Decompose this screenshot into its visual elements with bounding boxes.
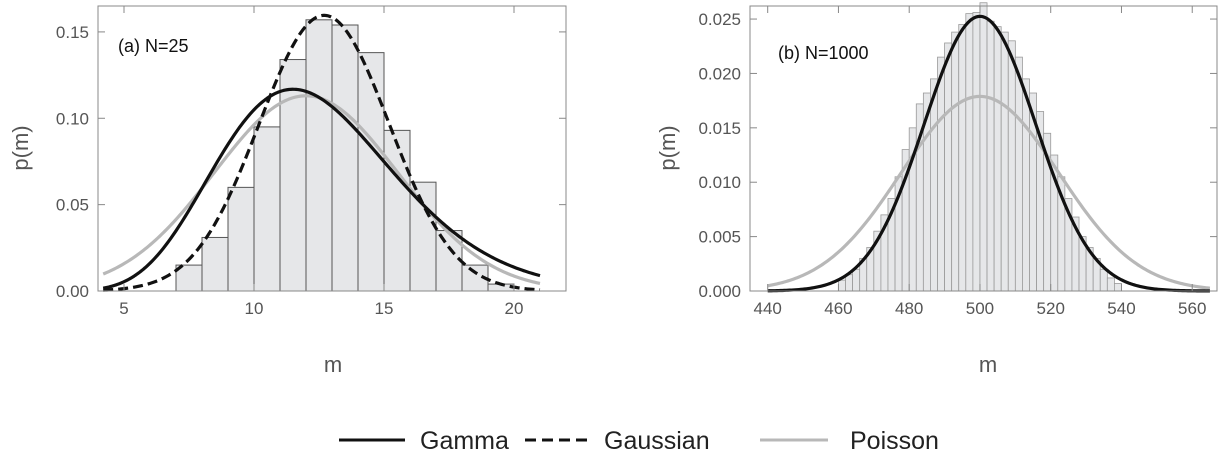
panel-a-hist-bar (202, 237, 228, 291)
panel-b-hist-bar (1107, 278, 1114, 291)
panel-a-y-axis-title: p(m) (8, 125, 33, 170)
panel-b-y-tick-label: 0.005 (698, 228, 741, 247)
panel-a-x-tick-label: 5 (119, 299, 128, 318)
panel-a-x-tick-label: 20 (505, 299, 524, 318)
panel-b-hist-bar (853, 269, 860, 291)
panel-b-x-tick-label: 540 (1107, 299, 1135, 318)
panel-b-hist-bar (938, 57, 945, 291)
panel-a-y-tick-label: 0.10 (56, 109, 89, 128)
panel-b-hist-bar (1114, 283, 1121, 291)
panel-b-annotation: (b) N=1000 (778, 43, 869, 63)
panel-b-y-tick-label: 0.025 (698, 10, 741, 29)
panel-a-hist-bar (384, 130, 410, 291)
panel-b-hist-bar (959, 24, 966, 291)
panel-b-hist-bar (846, 275, 853, 291)
panel-a-annotation: (a) N=25 (118, 36, 189, 56)
panel-a-x-tick-label: 10 (245, 299, 264, 318)
panel-b-x-tick-label: 440 (754, 299, 782, 318)
panel-a-hist-bar (306, 20, 332, 291)
panel-b-x-tick-label: 560 (1178, 299, 1206, 318)
panel-b-y-axis-title: p(m) (655, 125, 680, 170)
panel-a-hist-bar (280, 60, 306, 291)
panel-b-x-tick-label: 480 (895, 299, 923, 318)
panel-a: 5 10 15 20 0.00 0.05 0.10 0.15 p(m) m (a) N=25 (8, 6, 566, 377)
panel-b-hist-bar (966, 14, 973, 291)
panel-b-hist-bar (1022, 79, 1029, 291)
panel-a-y-tick-label: 0.00 (56, 282, 89, 301)
panel-a-hist-bar (358, 53, 384, 291)
panel-a-y-tick-label: 0.05 (56, 196, 89, 215)
panel-a-x-axis-title: m (324, 352, 342, 377)
panel-a-x-tick-label: 15 (375, 299, 394, 318)
panel-a-hist-bar (332, 25, 358, 291)
panel-a-hist-bar (254, 127, 280, 291)
panel-b-hist-bar (980, 3, 987, 291)
panel-b-hist-bar (930, 79, 937, 291)
panel-b-hist-bar (838, 280, 845, 291)
panel-b-y-tick-label: 0.020 (698, 64, 741, 83)
panel-b-plot: 440 460 480 500 520 540 560 0.000 0.005 0.010 0.01… (698, 3, 1217, 318)
panel-b-hist-bar (952, 32, 959, 291)
panel-b-x-tick-label: 520 (1037, 299, 1065, 318)
legend-gaussian-label: Gaussian (604, 427, 710, 455)
panel-b-x-axis-title: m (979, 352, 997, 377)
panel-a-hist-bar (410, 182, 436, 291)
panel-b-hist-bar (994, 27, 1001, 291)
panel-b-hist-bar (1100, 269, 1107, 291)
legend-gamma-label: Gamma (420, 427, 509, 455)
panel-b-x-tick-label: 500 (966, 299, 994, 318)
legend: Gamma Gaussian Poisson (339, 427, 939, 455)
panel-a-hist-bar (228, 187, 254, 291)
legend-poisson-label: Poisson (850, 427, 939, 455)
panel-b-y-tick-label: 0.000 (698, 282, 741, 301)
panel-b-y-tick-label: 0.010 (698, 173, 741, 192)
panel-b-hist-bar (1015, 57, 1022, 291)
panel-b-y-tick-label: 0.015 (698, 119, 741, 138)
panel-b-hist-bar (973, 13, 980, 291)
panel-b-hist-bar (945, 43, 952, 291)
panel-b-x-tick-label: 460 (824, 299, 852, 318)
panel-b-hist-bar (987, 21, 994, 291)
panel-b: 440 460 480 500 520 540 560 0.000 0.005 0.010 0.01… (655, 3, 1217, 377)
panel-b-hist-bar (1001, 32, 1008, 291)
panel-a-y-tick-label: 0.15 (56, 23, 89, 42)
panel-b-hist-bar (1008, 41, 1015, 291)
